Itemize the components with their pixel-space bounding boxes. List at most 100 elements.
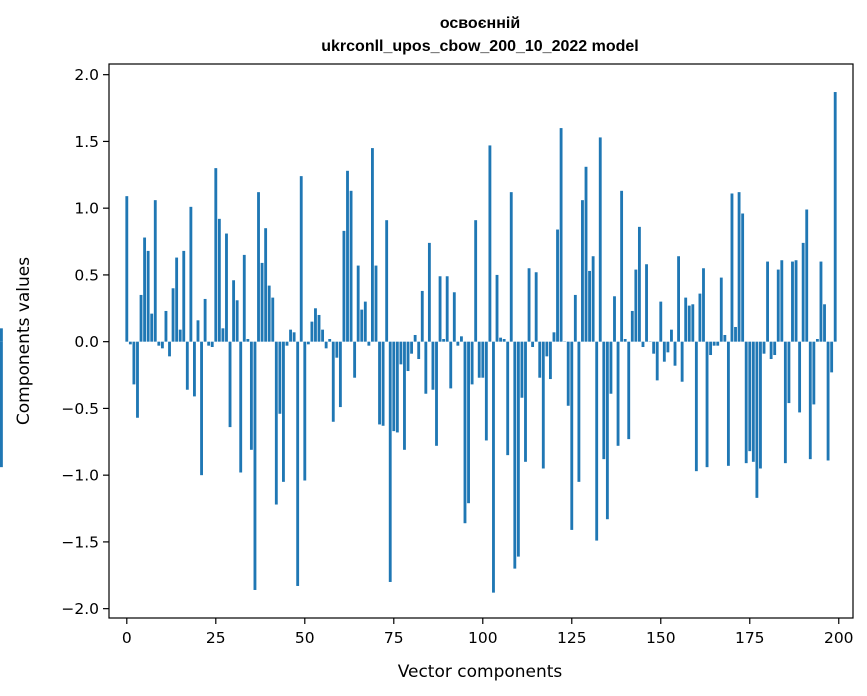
- bar-65: [356, 265, 360, 342]
- bar-1: [128, 341, 132, 345]
- bar-160: [694, 341, 698, 472]
- bar-18: [189, 206, 193, 342]
- bar-44: [282, 341, 285, 482]
- bar-195: [819, 261, 823, 342]
- x-tick-label: 150: [646, 629, 676, 647]
- bar-181: [769, 341, 773, 360]
- bar-93: [456, 341, 460, 346]
- bar-152: [666, 341, 670, 353]
- bar-197: [826, 341, 830, 461]
- bar-63: [349, 190, 353, 342]
- bar-196: [823, 304, 826, 342]
- bar-112: [524, 341, 527, 462]
- bar-21: [200, 341, 203, 476]
- bar-50: [303, 341, 307, 481]
- bar-109: [513, 341, 517, 569]
- bar-0: [125, 196, 129, 342]
- bar-38: [260, 262, 264, 342]
- x-tick-label: 25: [206, 629, 226, 647]
- x-tick-label: 125: [557, 629, 587, 647]
- bar-103: [492, 341, 495, 593]
- bar-60: [338, 341, 342, 408]
- bar-96: [467, 341, 470, 504]
- bar-113: [527, 268, 531, 342]
- bar-143: [634, 269, 638, 342]
- bar-58: [331, 341, 335, 422]
- bar-82: [417, 341, 421, 360]
- bar-69: [371, 148, 374, 342]
- bar-90: [445, 276, 449, 342]
- bar-79: [406, 341, 410, 372]
- bar-184: [780, 260, 784, 342]
- bar-125: [570, 341, 574, 530]
- bar-5: [143, 237, 147, 342]
- bar-67: [363, 301, 367, 342]
- bar-64: [353, 341, 357, 378]
- bar-140: [623, 339, 627, 342]
- bar-27: [221, 328, 225, 342]
- bar-115: [534, 272, 538, 342]
- bar-130: [588, 270, 591, 342]
- bar-164: [709, 341, 713, 356]
- bar-162: [702, 268, 705, 342]
- bar-14: [175, 257, 179, 342]
- bar-6: [146, 250, 150, 342]
- bar-100: [481, 341, 485, 378]
- bar-139: [620, 190, 624, 342]
- y-tick-label: 0.5: [74, 266, 99, 284]
- y-axis-label: Components values: [14, 257, 34, 425]
- bar-4: [139, 294, 143, 342]
- bar-138: [616, 341, 620, 446]
- bar-134: [602, 341, 606, 460]
- bar-156: [680, 341, 684, 382]
- bar-88: [438, 276, 442, 342]
- bar-87: [435, 341, 438, 446]
- bar-199: [833, 92, 837, 342]
- bar-145: [641, 341, 645, 348]
- bar-undefined: [0, 328, 3, 342]
- bar-175: [748, 341, 752, 452]
- bar-126: [573, 294, 577, 342]
- bar-128: [581, 200, 584, 342]
- bar-136: [609, 341, 613, 394]
- bar-189: [798, 341, 802, 413]
- x-tick-label: 50: [295, 629, 315, 647]
- x-tick-label: 0: [122, 629, 132, 647]
- bar-148: [652, 341, 656, 354]
- bar-26: [217, 218, 221, 342]
- bar-161: [698, 293, 702, 342]
- bar-62: [346, 170, 349, 342]
- bar-172: [737, 192, 741, 342]
- bar-176: [751, 341, 755, 462]
- bar-56: [324, 341, 328, 349]
- bar-183: [776, 269, 780, 342]
- bar-133: [598, 137, 602, 342]
- bar-37: [257, 192, 260, 342]
- bar-117: [541, 341, 545, 469]
- bar-124: [566, 341, 570, 406]
- bar-19: [193, 341, 196, 397]
- y-tick-label: −2.0: [61, 600, 99, 618]
- bar-157: [684, 297, 688, 342]
- bar-186: [787, 341, 791, 404]
- bar-187: [791, 261, 794, 342]
- bar-68: [367, 341, 371, 346]
- bar-141: [627, 341, 631, 440]
- y-tick-label: −1.5: [61, 533, 99, 551]
- bar-188: [794, 260, 798, 342]
- bar-92: [452, 292, 456, 342]
- bar-57: [328, 339, 332, 342]
- bar-83: [420, 290, 424, 342]
- bar-108: [509, 192, 513, 342]
- bar-120: [552, 332, 556, 342]
- bar-20: [196, 320, 200, 342]
- bar-129: [584, 166, 588, 342]
- bar-198: [830, 341, 834, 373]
- bar-35: [249, 341, 253, 450]
- bar-70: [374, 265, 378, 342]
- bar-76: [395, 341, 399, 433]
- bar-47: [292, 332, 296, 342]
- bar-59: [335, 341, 339, 358]
- x-tick-label: 175: [735, 629, 765, 647]
- bar-190: [801, 242, 805, 342]
